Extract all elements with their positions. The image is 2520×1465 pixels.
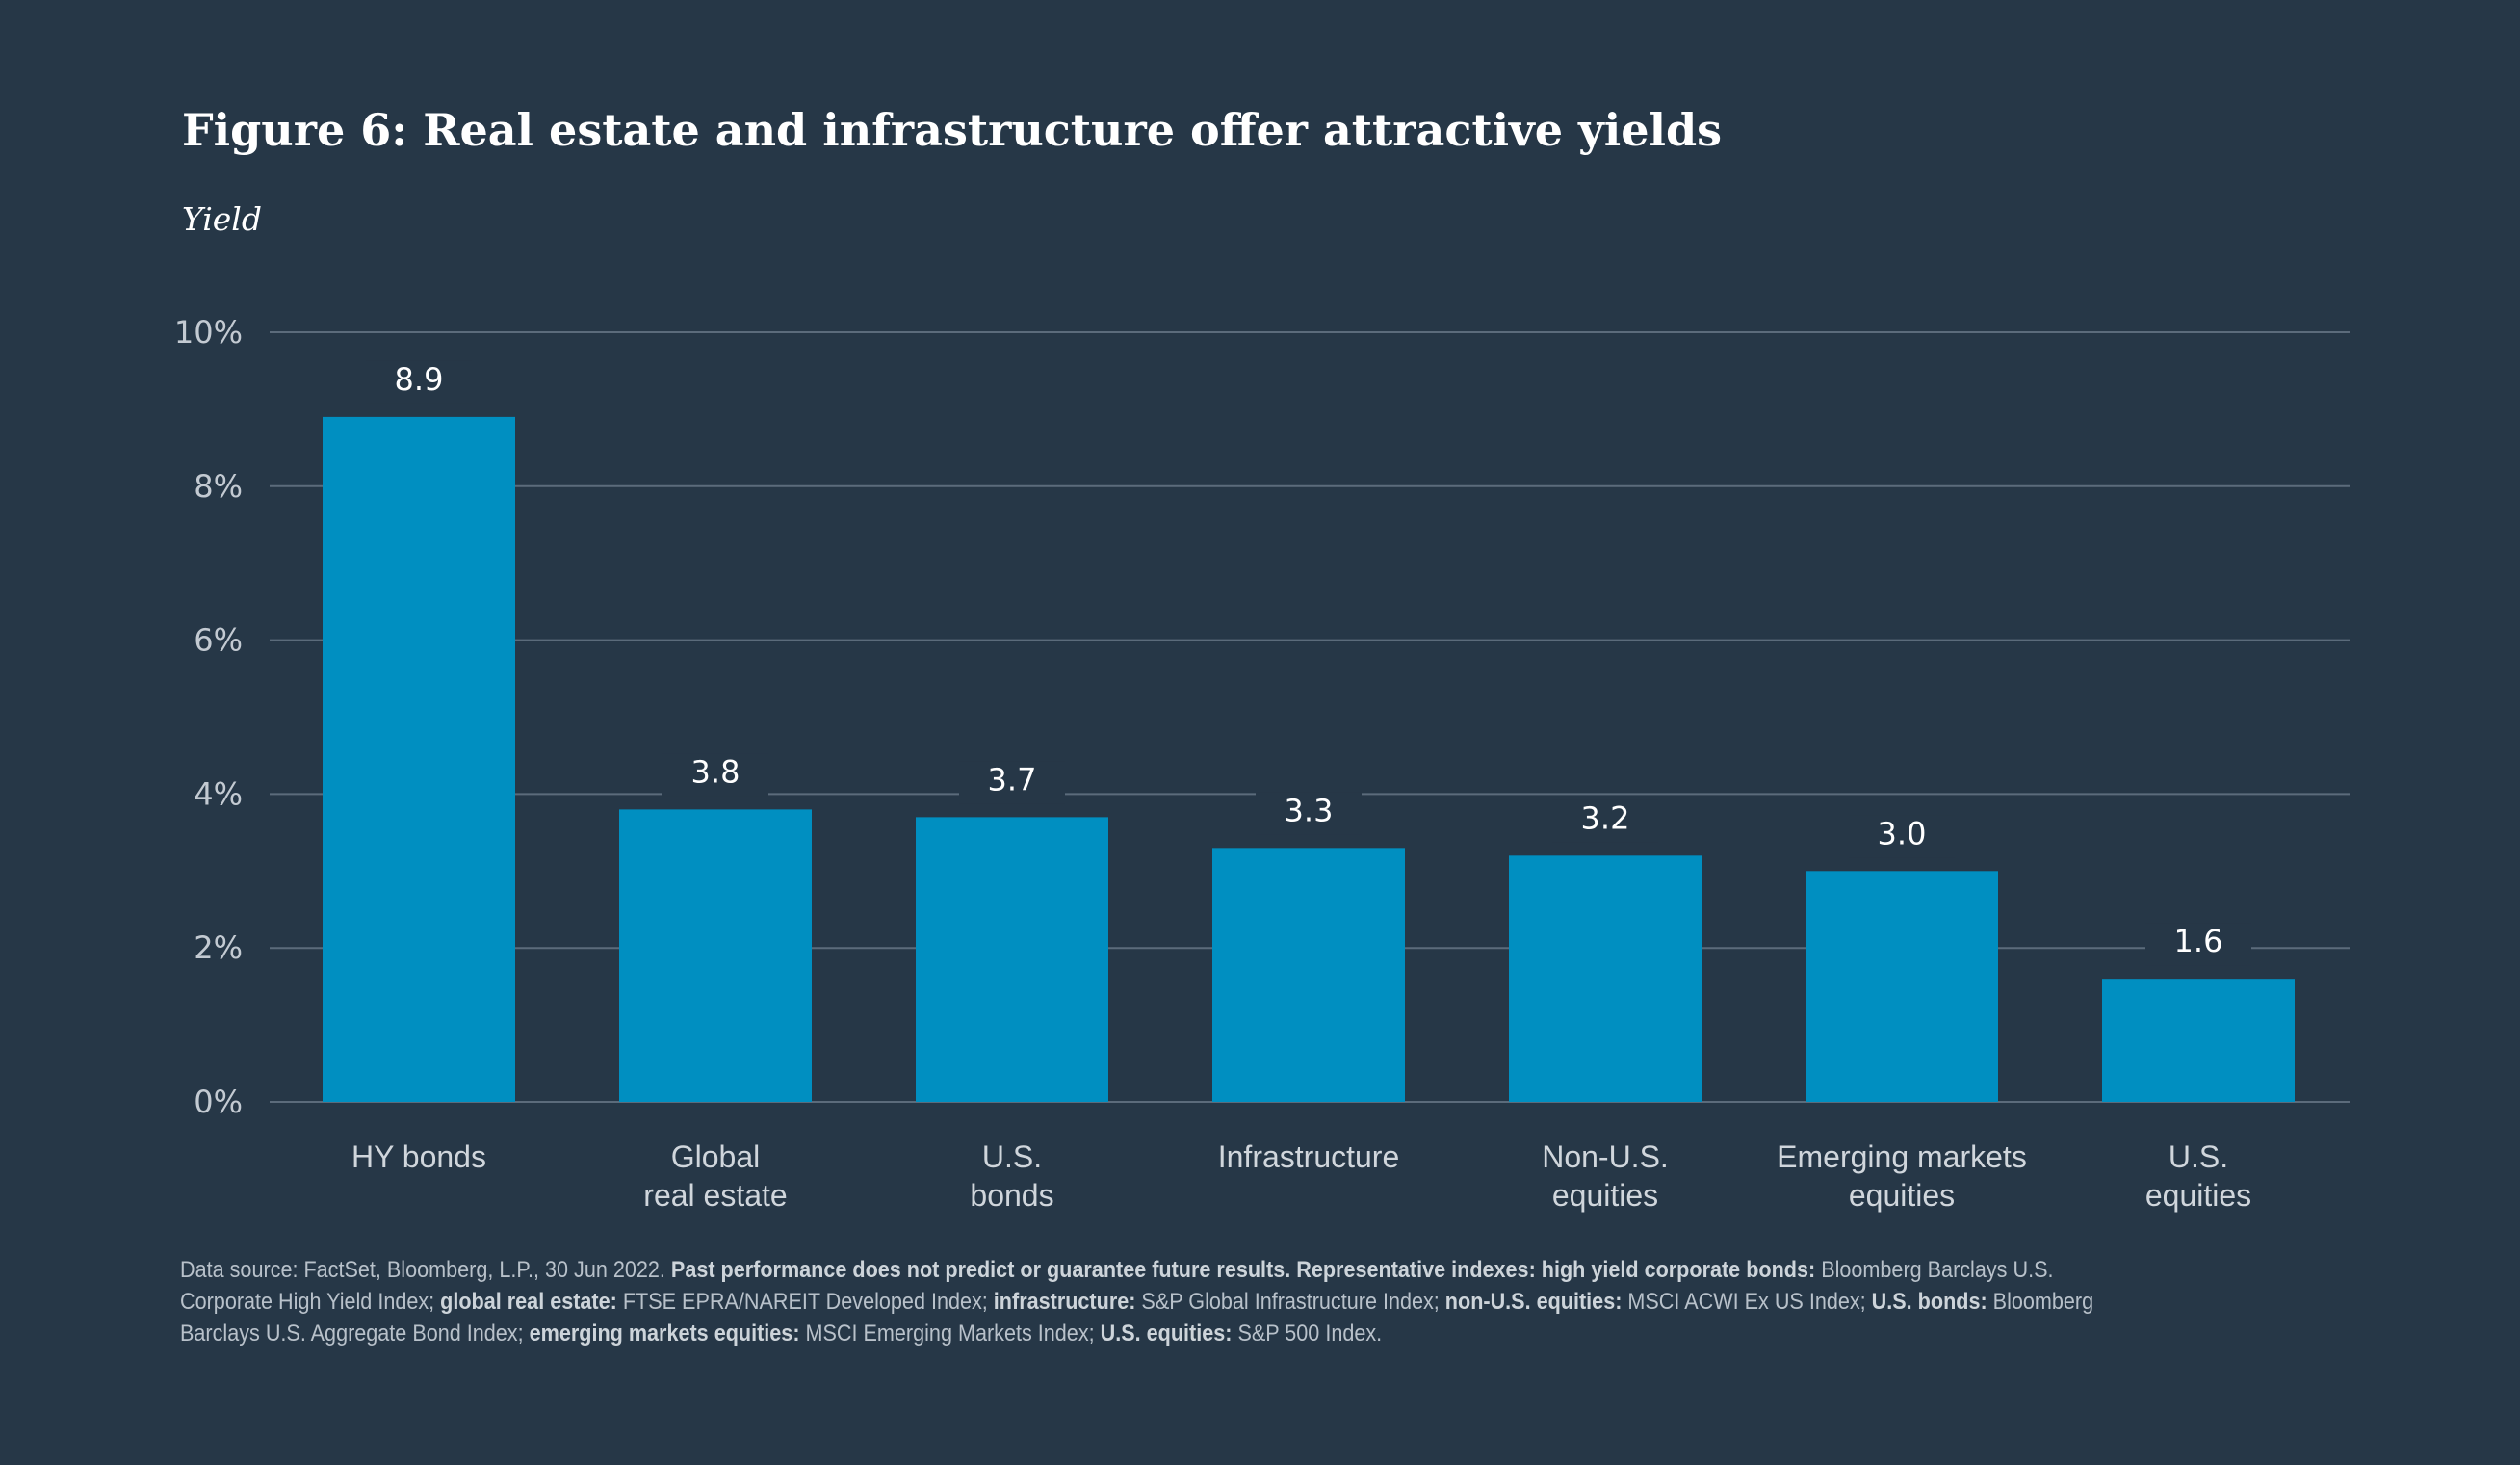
data-label: 1.6 [2174, 923, 2223, 959]
footnote-segment: S&P Global Infrastructure Index; [1135, 1289, 1445, 1315]
x-tick-line: Infrastructure [1218, 1139, 1400, 1174]
data-label: 3.7 [988, 761, 1037, 798]
footnote-segment: Bloomberg Barclays U.S. Corporate High Y… [180, 1257, 2054, 1315]
bar [323, 416, 515, 1102]
footnote-bold-segment: U.S. equities: [1100, 1321, 1233, 1347]
footnote-source: Data source: FactSet, Bloomberg, L.P., 3… [180, 1254, 2130, 1349]
bar [619, 809, 812, 1102]
data-labels: 8.9 3.8 3.7 3.3 3.2 3.0 1.6 [366, 360, 2251, 966]
y-tick-label: 8% [194, 468, 243, 505]
data-label-backdrop [1552, 799, 1658, 843]
footnote-bold-segment: U.S. bonds: [1871, 1289, 1987, 1315]
x-tick-label: Emerging markets equities [1777, 1139, 2027, 1213]
x-tick-label: U.S. bonds [970, 1139, 1053, 1213]
x-tick-line: equities [1849, 1178, 1955, 1213]
bar [2102, 979, 2295, 1102]
y-axis-title: Yield [182, 200, 262, 238]
data-label: 3.2 [1581, 799, 1630, 836]
y-axis-ticks: 0% 2% 4% 6% 8% 10% [174, 314, 243, 1120]
x-tick-line: U.S. [2169, 1139, 2228, 1174]
data-label: 8.9 [395, 361, 444, 398]
bar [1806, 871, 1998, 1102]
footnote-bold-segment: Past performance does not predict or gua… [670, 1257, 1816, 1283]
y-tick-label: 6% [194, 622, 243, 659]
data-label-backdrop [1256, 792, 1362, 835]
x-tick-line: Non-U.S. [1542, 1139, 1669, 1174]
footnote-bold-segment: non-U.S. equities: [1444, 1289, 1623, 1315]
data-label-backdrop [2145, 923, 2251, 966]
y-tick-label: 10% [174, 314, 243, 351]
x-tick-label: U.S. equities [2145, 1139, 2251, 1213]
data-label: 3.0 [1878, 815, 1927, 851]
x-tick-label: Global real estate [643, 1139, 787, 1213]
y-tick-label: 4% [194, 775, 243, 812]
x-tick-line: Global [671, 1139, 761, 1174]
bar [1212, 848, 1405, 1102]
footnote-segment: Data source: FactSet, Bloomberg, L.P., 3… [180, 1257, 671, 1283]
data-label-backdrop [1849, 815, 1955, 858]
x-tick-line: Emerging markets [1777, 1139, 2027, 1174]
y-tick-label: 2% [194, 929, 243, 966]
x-tick-label: HY bonds [351, 1139, 486, 1174]
footnote-bold-segment: infrastructure: [993, 1289, 1136, 1315]
x-tick-line: equities [1552, 1178, 1658, 1213]
x-tick-label: Infrastructure [1218, 1139, 1400, 1174]
footnote-segment: MSCI ACWI Ex US Index; [1622, 1289, 1872, 1315]
data-label-backdrop [662, 753, 768, 797]
footnote-bold-segment: emerging markets equities: [529, 1321, 800, 1347]
x-tick-line: bonds [970, 1178, 1053, 1213]
footnote-segment: Bloomberg Barclays U.S. Aggregate Bond I… [180, 1289, 2094, 1347]
x-tick-label: Non-U.S. equities [1542, 1139, 1669, 1213]
bar [1509, 855, 1702, 1102]
bar [916, 817, 1108, 1102]
x-tick-line: real estate [643, 1178, 787, 1213]
data-label-backdrop [959, 761, 1065, 804]
bars [323, 416, 2295, 1102]
data-label: 3.3 [1285, 792, 1334, 828]
x-tick-line: U.S. [982, 1139, 1042, 1174]
footnote-segment: FTSE EPRA/NAREIT Developed Index; [616, 1289, 994, 1315]
x-tick-line: HY bonds [351, 1139, 486, 1174]
footnote-segment: S&P 500 Index. [1232, 1321, 1383, 1347]
data-label-backdrop [366, 360, 472, 404]
chart-title: Figure 6: Real estate and infrastructure… [182, 104, 1723, 156]
x-tick-line: equities [2145, 1178, 2251, 1213]
y-tick-label: 0% [194, 1084, 243, 1120]
footnote-bold-segment: global real estate: [440, 1289, 617, 1315]
data-label: 3.8 [691, 753, 740, 790]
footnote-segment: MSCI Emerging Markets Index; [799, 1321, 1101, 1347]
x-axis-ticks: HY bonds Global real estate U.S. bonds Infras… [351, 1139, 2251, 1213]
